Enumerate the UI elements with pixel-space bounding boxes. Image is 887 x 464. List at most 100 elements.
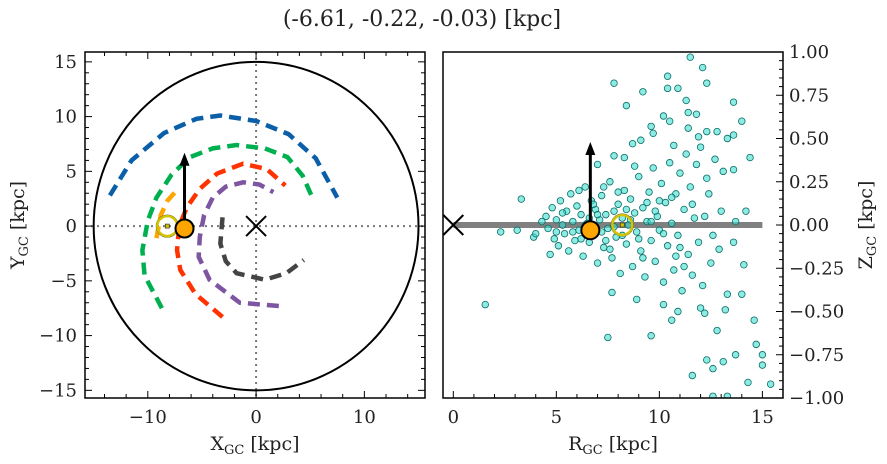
left-panel-xy-plane: −10 0 10 15 10 5 0 −5 −10 −15 XGC [kpc] YGC [kpc] [7,51,426,458]
scatter-point [593,210,602,219]
scatter-point [723,392,732,398]
scatter-point [610,79,618,87]
scatter-point [715,245,723,253]
spiral-arm-5 [218,217,306,283]
scatter-point [637,136,645,144]
scatter-point [635,235,643,243]
scatter-point [546,250,554,259]
sun-marker [611,213,634,237]
scatter-point [597,191,606,200]
scatter-point [729,238,738,246]
scatter-point [569,228,577,236]
scatter-point [604,333,612,342]
scatter-point [713,326,721,335]
scatter-point [632,228,641,236]
scatter-point [766,380,775,388]
figure-title: (-6.61, -0.22, -0.03) [kpc] [283,7,561,32]
x-tick-label: 10 [353,407,376,428]
y-tick-label: 5 [66,161,77,182]
spiral-arm-3 [174,161,287,319]
scatter-point [721,306,730,314]
scatter-point [556,197,565,205]
scatter-point [659,300,668,309]
scatter-point [731,217,740,226]
scatter-point [620,186,629,195]
scatter-point [548,203,556,212]
scatter-point [496,228,505,236]
velocity-arrow-head [179,152,190,166]
y-tick-label: −0.75 [789,345,844,366]
x-tick-label: −10 [129,407,167,428]
scatter-point [608,254,616,262]
scatter-point [684,124,692,132]
scatter-point [542,212,550,221]
scatter-point [698,63,707,72]
y-tick-label: 0.00 [789,215,829,236]
scatter-point [698,281,707,290]
scatter-point [692,160,701,169]
scatter-point [622,240,631,248]
scatter-point [628,139,637,148]
scatter-point [538,217,546,226]
scatter-point [517,195,526,203]
sun-marker-center [164,223,170,229]
scatter-point [639,203,647,212]
sun-marker-center [619,222,625,228]
scatter-point [639,88,647,96]
y-tick-label: 1.00 [789,42,829,63]
scatter-point [750,316,758,324]
scatter-point [622,101,631,110]
scatter-point [729,98,738,106]
scatter-point [610,152,618,160]
scatter-point [684,108,692,117]
scatter-point [703,79,711,87]
scatter-point [719,357,727,366]
scatter-point [657,179,666,188]
scatter-point [647,217,655,226]
scatter-point [554,242,563,250]
y-tick-label: 15 [54,52,77,73]
y-tick-label: 10 [54,107,77,128]
scatter-point [645,188,653,196]
galactic-center-marker [245,215,267,237]
scatter-point [668,219,676,227]
y-tick-label: −0.50 [789,302,844,323]
scatter-point [571,236,579,245]
scatter-point [703,127,711,136]
scatter-point [579,252,587,260]
scatter-point [705,190,713,198]
scatter-point [686,183,694,191]
scatter-point [717,207,725,215]
scatter-point [575,186,583,195]
scatter-point [674,84,682,93]
scatter-point [676,169,684,177]
spiral-arm-1 [140,142,315,310]
scatter-point [729,165,738,174]
scatter-point [573,202,581,210]
scatter-point [672,252,680,260]
scatter-point [703,356,711,364]
scatter-point [678,287,686,295]
scatter-point [676,243,684,252]
scatter-point [709,231,717,240]
scatter-point [696,143,705,151]
scatter-point [663,72,672,80]
x-axis-label: XGC [kpc] [210,433,299,458]
scatter-point [713,127,721,136]
spiral-arm-0 [107,113,340,199]
scatter-point [663,242,672,250]
scatter-point [602,236,610,245]
scatter-point [723,134,732,143]
scatter-point [651,257,659,266]
scatter-point [577,235,585,243]
scatter-point [752,340,760,349]
scatter-point [738,290,746,298]
scatter-point [668,193,676,202]
scatter-point [614,188,622,196]
scatter-point [709,364,717,373]
scatter-point [696,304,705,312]
scatter-point [606,178,614,186]
scatter-point [639,254,647,262]
scatter-point [602,210,610,219]
